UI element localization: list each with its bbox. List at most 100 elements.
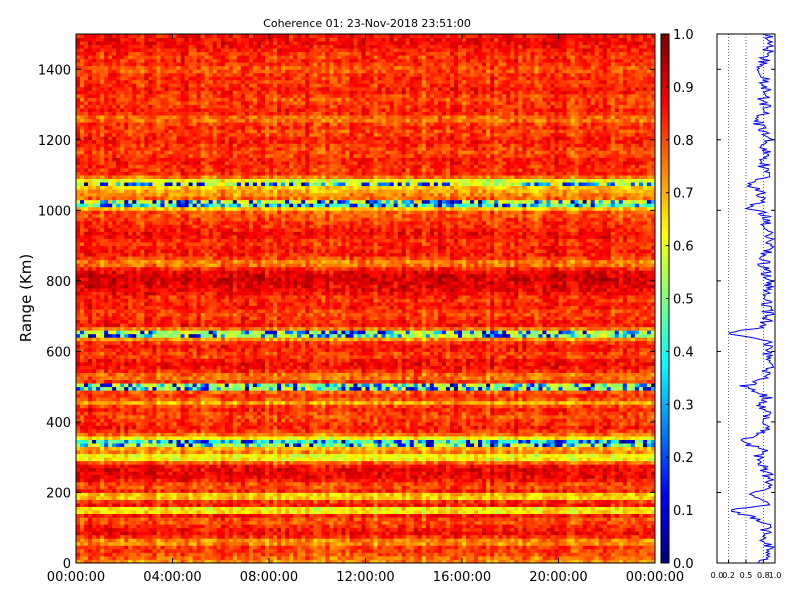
heatmap-cell bbox=[124, 520, 129, 525]
heatmap-cell bbox=[236, 513, 242, 518]
heatmap-cell bbox=[610, 527, 616, 532]
heatmap-cell bbox=[590, 510, 596, 515]
heatmap-cell bbox=[401, 457, 407, 462]
heatmap-cell bbox=[208, 471, 214, 476]
heatmap-cell bbox=[558, 527, 563, 532]
heatmap-cell bbox=[184, 488, 189, 493]
heatmap-cell bbox=[474, 474, 479, 479]
heatmap-cell bbox=[321, 443, 326, 448]
heatmap-cell bbox=[285, 495, 290, 500]
heatmap-cell bbox=[353, 481, 358, 486]
heatmap-cell bbox=[389, 552, 395, 557]
heatmap-cell bbox=[305, 531, 310, 536]
heatmap-cell bbox=[321, 471, 326, 476]
heatmap-cell bbox=[349, 446, 354, 451]
heatmap-cell bbox=[333, 534, 338, 539]
heatmap-cell bbox=[260, 541, 266, 546]
heatmap-cell bbox=[285, 534, 290, 539]
heatmap-cell bbox=[188, 446, 193, 451]
heatmap-cell bbox=[562, 450, 567, 455]
heatmap-cell bbox=[236, 443, 242, 448]
heatmap-cell bbox=[642, 471, 648, 476]
heatmap-cell bbox=[252, 534, 258, 539]
heatmap-cell bbox=[220, 510, 226, 515]
heatmap-cell bbox=[124, 460, 129, 465]
heatmap-cell bbox=[188, 534, 193, 539]
heatmap-cell bbox=[369, 460, 374, 465]
heatmap-cell bbox=[474, 443, 479, 448]
heatmap-cell bbox=[345, 453, 350, 458]
heatmap-cell bbox=[80, 527, 85, 532]
heatmap-cell bbox=[558, 513, 563, 518]
heatmap-cell bbox=[208, 450, 214, 455]
heatmap-cell bbox=[566, 541, 571, 546]
heatmap-cell bbox=[429, 474, 435, 479]
heatmap-cell bbox=[277, 517, 282, 522]
heatmap-cell bbox=[321, 527, 326, 532]
heatmap-cell bbox=[478, 524, 483, 529]
heatmap-cell bbox=[88, 453, 93, 458]
heatmap-cell bbox=[618, 460, 624, 465]
heatmap-cell bbox=[566, 492, 571, 497]
heatmap-cell bbox=[437, 460, 443, 465]
heatmap-cell bbox=[317, 446, 322, 451]
heatmap-cell bbox=[642, 485, 648, 490]
heatmap-cell bbox=[538, 460, 543, 465]
heatmap-cell bbox=[401, 559, 407, 564]
heatmap-cell bbox=[445, 534, 451, 539]
heatmap-cell bbox=[232, 520, 238, 525]
heatmap-cell bbox=[486, 534, 491, 539]
heatmap-cell bbox=[646, 559, 652, 564]
heatmap-cell bbox=[437, 555, 443, 560]
heatmap-cell bbox=[321, 478, 326, 483]
heatmap-cell bbox=[490, 548, 495, 553]
heatmap-cell bbox=[429, 520, 435, 525]
heatmap-cell bbox=[534, 450, 539, 455]
heatmap-cell bbox=[176, 555, 181, 560]
heatmap-cell bbox=[474, 517, 479, 522]
heatmap-cell bbox=[140, 534, 145, 539]
heatmap-cell bbox=[634, 548, 640, 553]
heatmap-cell bbox=[453, 503, 459, 507]
heatmap-cell bbox=[100, 555, 105, 560]
heatmap-cell bbox=[638, 534, 644, 539]
heatmap-cell bbox=[586, 478, 592, 483]
heatmap-cell bbox=[377, 495, 382, 500]
heatmap-cell bbox=[152, 513, 157, 518]
heatmap-cell bbox=[297, 474, 302, 479]
heatmap-cell bbox=[578, 446, 584, 451]
heatmap-cell bbox=[494, 517, 499, 522]
heatmap-cell bbox=[437, 485, 443, 490]
heatmap-cell bbox=[269, 545, 274, 550]
heatmap-cell bbox=[562, 538, 567, 543]
heatmap-cell bbox=[192, 478, 198, 483]
heatmap-cell bbox=[393, 524, 399, 529]
heatmap-cell bbox=[546, 559, 551, 564]
heatmap-cell bbox=[498, 464, 503, 469]
heatmap-cell bbox=[277, 520, 282, 525]
heatmap-cell bbox=[421, 524, 427, 529]
heatmap-cell bbox=[132, 552, 137, 557]
heatmap-cell bbox=[514, 545, 519, 550]
heatmap-cell bbox=[289, 439, 294, 444]
heatmap-cell bbox=[405, 481, 411, 486]
heatmap-cell bbox=[305, 492, 310, 497]
heatmap-cell bbox=[156, 485, 161, 490]
heatmap-cell bbox=[650, 510, 656, 515]
heatmap-cell bbox=[381, 450, 386, 455]
heatmap-cell bbox=[301, 545, 306, 550]
heatmap-cell bbox=[582, 538, 588, 543]
heatmap-cell bbox=[474, 548, 479, 553]
heatmap-cell bbox=[618, 474, 624, 479]
heatmap-cell bbox=[433, 450, 439, 455]
heatmap-cell bbox=[269, 439, 274, 444]
heatmap-cell bbox=[546, 545, 551, 550]
heatmap-cell bbox=[462, 481, 467, 486]
heatmap-cell bbox=[574, 464, 579, 469]
heatmap-cell bbox=[574, 499, 579, 504]
heatmap-cell bbox=[317, 559, 322, 564]
heatmap-cell bbox=[172, 545, 177, 550]
heatmap-cell bbox=[256, 495, 262, 500]
heatmap-cell bbox=[325, 552, 330, 557]
heatmap-cell bbox=[566, 559, 571, 564]
